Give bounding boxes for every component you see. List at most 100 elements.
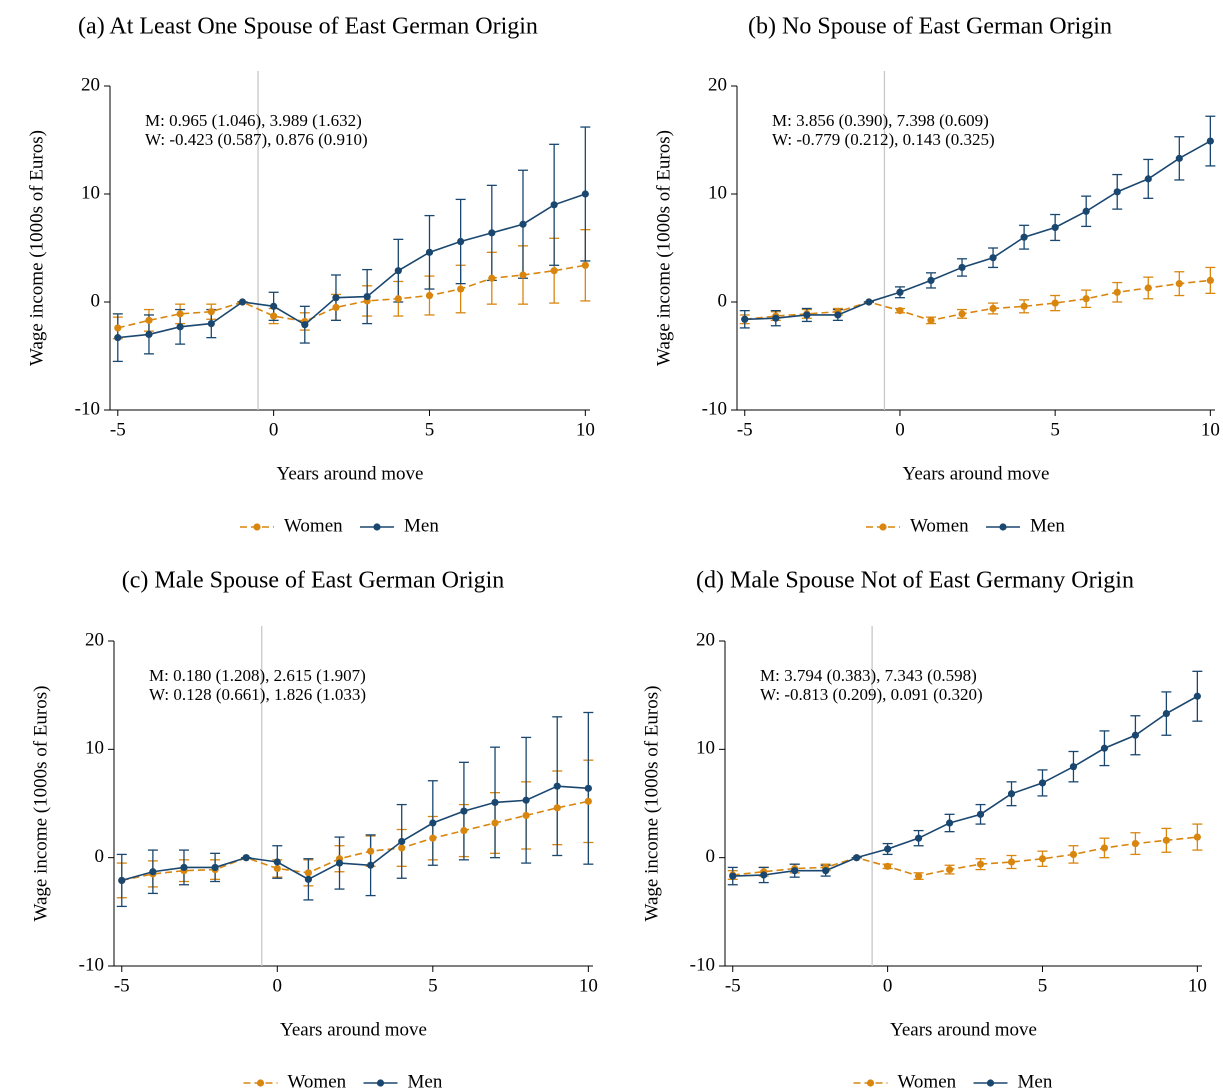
point [457,285,465,293]
panel-title: (c) Male Spouse of East German Origin [122,568,505,594]
point [581,190,589,198]
legend-marker [253,523,261,531]
y-tick-label: 0 [91,290,101,311]
legend-marker [376,1079,385,1087]
point [118,876,126,885]
y-tick-label: -10 [702,398,727,419]
point [211,863,219,872]
point [1051,223,1059,232]
point [114,334,122,342]
point [398,837,406,846]
point [884,845,892,853]
point [945,865,954,874]
point [1113,188,1121,196]
point [1007,790,1016,798]
legend-label: Women [898,1071,957,1090]
y-tick-label: -10 [79,954,104,975]
point [896,307,904,315]
x-tick-label: 5 [1050,419,1060,440]
y-tick-label: -10 [75,398,100,419]
point [914,872,923,880]
point [522,811,530,820]
x-tick-label: -5 [114,975,130,996]
y-axis-label: Wage income (1000s of Euros) [30,686,51,922]
point [429,834,437,842]
x-axis-label: Years around move [277,463,424,484]
point [989,304,997,313]
point [429,819,437,827]
legend-marker [256,1079,265,1087]
point [270,312,278,320]
point [304,869,312,877]
point [865,298,873,306]
y-axis-label: Wage income (1000s of Euros) [653,130,674,366]
legend-label: Men [1030,515,1065,536]
legend-label: Women [284,515,343,536]
point [114,324,122,332]
x-tick-label: -5 [110,419,126,440]
point [553,804,561,812]
point [834,311,842,319]
y-tick-label: 10 [696,738,715,759]
panel-title: (d) Male Spouse Not of East Germany Orig… [696,568,1134,594]
x-tick-label: 10 [1201,419,1220,440]
series-line [117,264,586,329]
y-tick-label: 20 [696,629,715,650]
point [1020,302,1028,310]
point [927,316,935,324]
point [1162,836,1170,844]
series-line [744,279,1211,322]
point [367,847,375,855]
series-line [732,836,1198,877]
annotation: M: 3.856 (0.390), 7.398 (0.609) [772,111,989,130]
point [914,834,923,842]
y-tick-label: 0 [718,290,728,311]
point [335,859,344,867]
point [1206,276,1214,284]
x-tick-label: 0 [895,419,905,440]
point [958,263,966,272]
point [584,784,592,792]
point [273,864,281,873]
x-tick-label: 5 [425,419,435,440]
point [1162,709,1170,718]
point [242,854,250,862]
point [989,254,997,262]
series-line [121,785,589,882]
y-axis-label: Wage income (1000s of Euros) [641,686,662,922]
point [332,294,340,302]
legend-marker [866,1079,875,1087]
annotation: W: -0.813 (0.209), 0.091 (0.320) [760,685,983,704]
point [491,819,499,827]
x-tick-label: 5 [428,975,438,996]
point [1082,207,1090,215]
x-tick-label: -5 [725,975,741,996]
panel-title: (b) No Spouse of East German Origin [748,14,1112,40]
x-axis-label: Years around move [903,463,1050,484]
point [238,298,247,306]
point [460,807,468,815]
point [460,826,468,835]
point [1007,858,1016,866]
legend-marker [999,523,1007,531]
point [958,310,966,318]
x-tick-label: 0 [269,419,279,440]
point [1131,839,1140,848]
point [301,321,309,329]
legend-label: Men [404,515,439,536]
point [1113,288,1121,296]
point [176,310,184,318]
point [791,867,799,875]
point [550,267,558,275]
y-tick-label: 10 [708,182,727,203]
point [332,303,340,311]
point [945,819,954,827]
y-tick-label: 10 [81,182,100,203]
series-line [744,140,1211,321]
point [207,308,215,316]
point [1144,284,1152,292]
point [927,276,935,284]
point [853,854,861,862]
point [550,201,558,209]
